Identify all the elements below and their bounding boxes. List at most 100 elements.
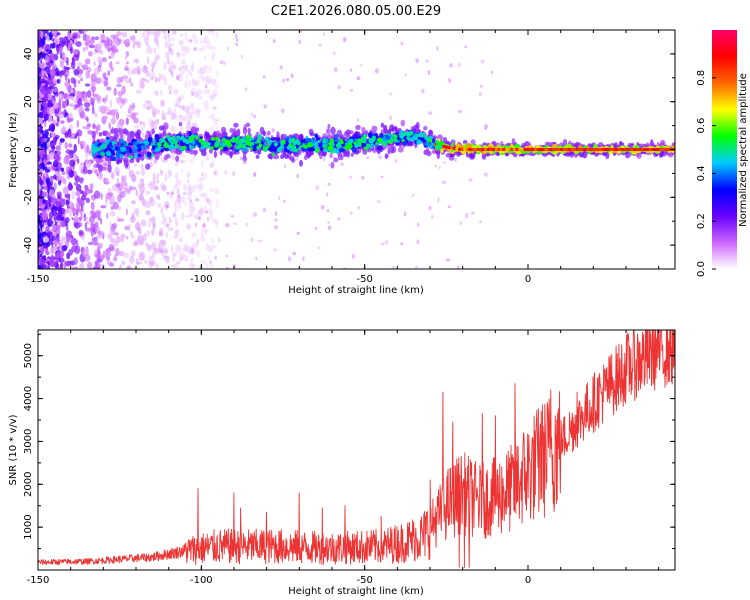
heatmap-noise-cell	[416, 239, 420, 245]
heatmap-noise-cell	[447, 205, 451, 208]
heatmap-ridge-peak	[258, 143, 263, 148]
heatmap-noise-cell	[100, 205, 107, 209]
heatmap-noise-cell	[53, 182, 57, 191]
heatmap-noise-cell	[76, 61, 83, 67]
heatmap-noise-cell	[43, 244, 49, 249]
heatmap-noise-cell	[74, 222, 81, 229]
heatmap-noise-cell	[141, 132, 145, 138]
heatmap-noise-cell	[61, 198, 65, 202]
heatmap-noise-cell	[84, 254, 91, 262]
heatmap-noise-cell	[95, 209, 102, 216]
heatmap-noise-cell	[164, 173, 168, 182]
heatmap-noise-cell	[169, 43, 175, 47]
heatmap-ridge-peak	[171, 135, 176, 141]
heatmap-noise-cell	[159, 239, 166, 244]
heatmap-noise-cell	[53, 231, 57, 238]
heatmap-noise-cell	[40, 62, 45, 70]
heatmap-noise-cell	[61, 171, 66, 175]
heatmap-noise-cell	[70, 237, 77, 246]
heatmap-noise-cell	[86, 90, 92, 98]
heatmap-noise-cell	[56, 246, 61, 251]
heatmap-noise-cell	[214, 255, 217, 260]
heatmap-ridge-cell	[134, 146, 138, 151]
heatmap-noise-cell	[47, 161, 52, 165]
heatmap-noise-cell	[163, 62, 167, 71]
heatmap-ridge-peak	[406, 136, 410, 140]
heatmap-ridge-peak	[227, 142, 232, 148]
heatmap-noise-cell	[389, 92, 393, 96]
heatmap-noise-cell	[225, 223, 230, 228]
heatmap-noise-cell	[201, 172, 204, 177]
heatmap-noise-cell	[147, 219, 151, 229]
heatmap-noise-cell	[198, 182, 204, 191]
heatmap-ridge-peak	[246, 134, 251, 140]
heatmap-noise-cell	[140, 219, 147, 227]
heatmap-noise-cell	[72, 266, 79, 269]
heatmap-noise-cell	[206, 88, 210, 94]
heatmap-noise-cell	[80, 143, 84, 150]
heatmap-noise-cell	[173, 104, 180, 108]
heatmap-noise-cell	[181, 211, 185, 221]
heatmap-noise-cell	[93, 95, 96, 102]
heatmap-noise-cell	[428, 111, 433, 116]
heatmap-noise-cell	[212, 219, 216, 224]
heatmap-noise-cell	[46, 61, 52, 69]
heatmap-noise-cell	[188, 79, 191, 88]
heatmap-noise-cell	[225, 266, 230, 269]
heatmap-noise-cell	[146, 230, 150, 237]
heatmap-noise-cell	[95, 95, 102, 102]
heatmap-noise-cell	[198, 209, 205, 216]
heatmap-noise-cell	[165, 258, 170, 264]
heatmap-noise-cell	[199, 67, 204, 74]
heatmap-ridge-peak	[369, 137, 375, 143]
heatmap-ridge-peak	[249, 147, 253, 151]
heatmap-noise-cell	[146, 106, 151, 110]
heatmap-noise-cell	[123, 187, 128, 193]
heatmap-noise-cell	[287, 256, 292, 262]
heatmap-noise-cell	[262, 207, 267, 213]
heatmap-noise-cell	[484, 172, 488, 177]
heatmap-noise-cell	[141, 167, 145, 177]
heatmap-noise-cell	[403, 211, 407, 217]
heatmap-ridge-halo	[124, 130, 130, 136]
heatmap-noise-cell	[186, 118, 189, 125]
heatmap-noise-cell	[187, 187, 193, 196]
heatmap-noise-cell	[38, 199, 43, 208]
heatmap-noise-cell	[292, 251, 297, 256]
heatmap-noise-cell	[145, 190, 151, 195]
heatmap-ridge-cell	[111, 156, 117, 162]
heatmap-noise-cell	[118, 250, 125, 257]
heatmap-ridge-cell	[319, 146, 324, 152]
heatmap-noise-cell	[49, 258, 56, 268]
heatmap-noise-cell	[140, 164, 144, 169]
heatmap-noise-cell	[144, 79, 150, 83]
heatmap-noise-cell	[218, 238, 221, 242]
heatmap-noise-cell	[178, 252, 185, 261]
heatmap-noise-cell	[391, 265, 395, 269]
heatmap-noise-cell	[75, 184, 82, 192]
heatmap-noise-cell	[194, 214, 199, 220]
heatmap-ridge-cell	[128, 155, 134, 159]
heatmap-noise-cell	[129, 35, 136, 41]
heatmap-noise-cell	[449, 63, 453, 68]
heatmap-noise-cell	[187, 120, 191, 126]
heatmap-ridge-cell	[136, 146, 142, 152]
heatmap-noise-cell	[160, 99, 165, 108]
heatmap-ridge-halo	[481, 155, 487, 160]
heatmap-noise-cell	[296, 173, 299, 179]
heatmap-ridge-peak	[239, 144, 242, 148]
heatmap-ridge-peak	[334, 149, 340, 154]
heatmap-noise-cell	[157, 30, 161, 37]
colorbar-tick-label: 0.8	[696, 70, 707, 86]
heatmap-noise-cell	[201, 159, 204, 168]
heatmap-ridge-peak	[280, 139, 286, 145]
heatmap-noise-cell	[49, 220, 54, 224]
heatmap-noise-cell	[198, 185, 202, 193]
heatmap-noise-cell	[68, 113, 74, 119]
heatmap-noise-cell	[252, 114, 257, 119]
heatmap-noise-cell	[180, 169, 184, 173]
heatmap-noise-cell	[156, 176, 159, 179]
heatmap-noise-cell	[185, 110, 190, 115]
y-tick-label: 3000	[23, 429, 34, 454]
